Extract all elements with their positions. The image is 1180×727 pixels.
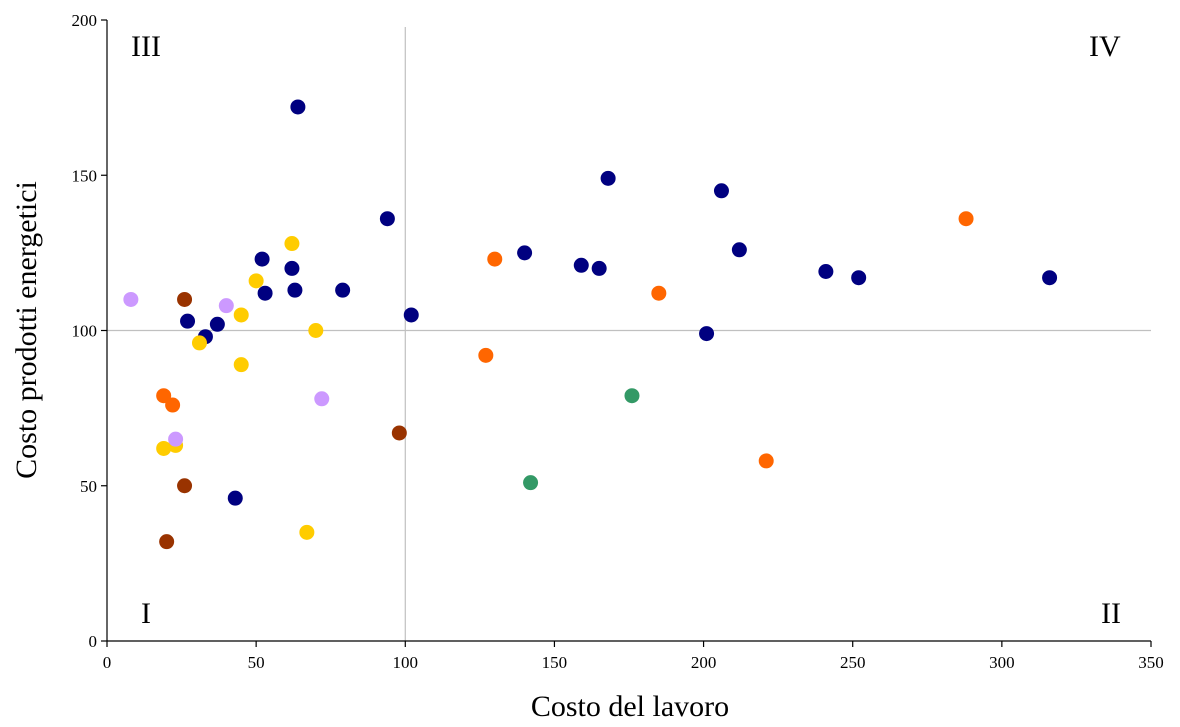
data-point-series-3 (191, 335, 207, 351)
y-tick-label: 50 (80, 477, 97, 496)
x-tick-label: 0 (103, 653, 112, 672)
y-tick-label: 0 (89, 632, 98, 651)
data-point-series-5 (123, 291, 139, 307)
data-point-series-1 (209, 316, 225, 332)
x-axis-title: Costo del lavoro (531, 690, 729, 722)
data-point-series-2 (651, 285, 667, 301)
x-tick-label: 250 (840, 653, 866, 672)
x-tick-label: 350 (1138, 653, 1164, 672)
quadrant-label-ii: II (1101, 597, 1121, 630)
data-point-series-4 (177, 291, 193, 307)
tick-labels: 0 50 100 150 200 250 300 350 0 50 100 150 200 (72, 11, 1164, 672)
data-point-series-1 (818, 264, 834, 280)
data-point-series-6 (523, 475, 539, 491)
data-points (123, 99, 1058, 550)
data-point-series-1 (290, 99, 306, 115)
y-tick-label: 150 (72, 166, 98, 185)
data-point-series-3 (248, 273, 264, 289)
data-point-series-1 (600, 170, 616, 186)
data-point-series-5 (168, 431, 184, 447)
data-point-series-3 (156, 440, 172, 456)
data-point-series-2 (156, 388, 172, 404)
reference-lines (107, 27, 1151, 641)
x-tick-label: 100 (393, 653, 419, 672)
data-point-series-3 (299, 524, 315, 540)
data-point-series-1 (851, 270, 867, 286)
data-point-series-1 (731, 242, 747, 258)
x-tick-label: 300 (989, 653, 1015, 672)
data-point-series-1 (403, 307, 419, 323)
quadrant-label-iv: IV (1089, 30, 1121, 63)
data-point-series-1 (591, 260, 607, 276)
data-point-series-1 (257, 285, 273, 301)
data-point-series-1 (379, 211, 395, 227)
data-point-series-5 (314, 391, 330, 407)
data-point-series-1 (287, 282, 303, 298)
data-point-series-2 (165, 397, 181, 413)
data-point-series-4 (159, 534, 175, 550)
data-point-series-1 (335, 282, 351, 298)
data-point-series-4 (177, 478, 193, 494)
axes (101, 19, 1152, 647)
data-point-series-1 (713, 183, 729, 199)
y-axis-title: Costo prodotti energetici (10, 181, 43, 479)
data-point-series-5 (218, 298, 234, 314)
data-point-series-3 (233, 307, 249, 323)
x-tick-label: 50 (248, 653, 265, 672)
data-point-series-1 (180, 313, 196, 329)
data-point-series-1 (1042, 270, 1058, 286)
data-point-series-3 (233, 357, 249, 373)
data-point-series-1 (573, 257, 589, 273)
data-point-series-1 (227, 490, 243, 506)
x-tick-label: 150 (542, 653, 568, 672)
data-point-series-2 (478, 347, 494, 363)
data-point-series-4 (391, 425, 407, 441)
data-point-series-3 (284, 236, 300, 252)
data-point-series-1 (517, 245, 533, 261)
data-point-series-2 (487, 251, 503, 267)
quadrant-label-iii: III (131, 30, 161, 63)
x-tick-label: 200 (691, 653, 717, 672)
y-tick-label: 200 (72, 11, 98, 30)
data-point-series-1 (254, 251, 270, 267)
data-point-series-2 (758, 453, 774, 469)
data-point-series-1 (284, 260, 300, 276)
data-point-series-3 (308, 323, 324, 338)
data-point-series-2 (958, 211, 974, 227)
data-point-series-6 (624, 388, 640, 404)
data-point-series-1 (699, 326, 715, 342)
y-tick-label: 100 (72, 322, 98, 341)
quadrant-label-i: I (141, 597, 151, 630)
